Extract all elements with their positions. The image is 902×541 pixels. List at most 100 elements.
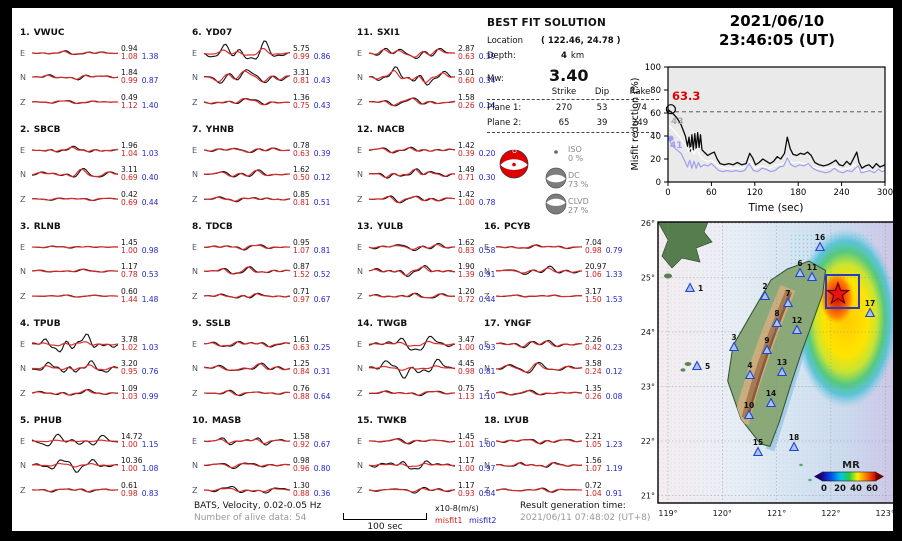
amplitude-value: 5.75 (293, 43, 310, 53)
component-label: Z (192, 194, 198, 204)
waveform-row: Z 0.49 1.12 1.40 (20, 90, 186, 114)
misfit-numbers: 1.35 0.26 0.08 (585, 384, 622, 402)
waveform-trace (495, 244, 583, 250)
amplitude-value: 10.36 (121, 455, 143, 465)
misfit2-value: 1.00 (478, 440, 496, 449)
waveform-trace (31, 245, 119, 249)
svg-text:0: 0 (665, 188, 670, 198)
misfit2-value: 0.12 (313, 173, 331, 182)
waveform-row: N 1.90 1.39 0.91 (357, 259, 523, 283)
amplitude-value: 1.62 (458, 237, 475, 247)
component-label: N (20, 460, 26, 470)
misfit-numbers: 3.31 0.81 0.43 (293, 67, 330, 86)
svg-text:MR: MR (842, 460, 860, 471)
best-solution-marker (665, 104, 676, 115)
waveform-row: N 1.25 0.84 0.31 (192, 356, 358, 380)
waveform-trace (203, 292, 291, 299)
component-label: N (357, 460, 363, 470)
waveform-row: N 3.20 0.95 0.76 (20, 356, 186, 380)
misfit-numbers: 1.42 1.00 0.78 (458, 190, 495, 208)
amplitude-value: 2.26 (585, 334, 602, 344)
misfit-numbers: 14.72 1.00 1.15 (121, 432, 158, 450)
component-label: E (192, 242, 198, 252)
misfit-numbers: 0.98 0.96 0.80 (293, 456, 331, 474)
station-title: 7. YHNB (192, 125, 235, 135)
amplitude-value: 0.95 (293, 237, 310, 247)
mw-label: Mw: (487, 74, 504, 84)
misfit1-value: 1.00 (121, 464, 138, 473)
misfit-numbers: 20.97 1.06 1.33 (585, 262, 622, 280)
component-label: Z (20, 388, 26, 398)
waveform-row: E 14.72 1.00 1.15 (20, 429, 186, 453)
misfit1-value: 0.63 (293, 343, 310, 352)
component-label: Z (20, 194, 26, 204)
misfit-numbers: 1.36 0.75 0.43 (293, 93, 330, 111)
waveform-row: E 2.26 0.42 0.23 (484, 332, 650, 356)
amplitude-value: 3.31 (293, 67, 310, 77)
plane1-row: Plane 1: 270 53 -74 (487, 103, 659, 113)
waveform-row: Z 0.75 1.13 1.10 (357, 381, 523, 405)
station-block: 8. TDCB E 0.95 1.07 0.81 N 0.87 1.52 0.52 Z 0.71 0.9… (192, 222, 358, 315)
waveform-trace (203, 437, 291, 446)
waveform-row: Z 0.60 1.44 1.48 (20, 284, 186, 308)
waveform-trace (368, 66, 456, 86)
station-block: 1. VWUC E 0.94 1.08 1.38 N 1.84 0.99 0.87 Z 0.49 1.1… (20, 28, 186, 121)
misfit2-legend: misfit2 (469, 516, 497, 525)
amplitude-value: 3.11 (121, 164, 138, 174)
misfit1-value: 0.99 (121, 76, 138, 85)
time-scalebar (343, 512, 427, 520)
station-title: 11. SXI1 (357, 28, 400, 38)
svg-text:240: 240 (833, 188, 849, 198)
misfit-numbers: 0.76 0.88 0.64 (293, 384, 330, 402)
component-label: E (357, 242, 363, 252)
misfit-numbers: 3.11 0.69 0.40 (121, 164, 158, 183)
plane1-rake: -74 (633, 103, 647, 113)
svg-text:120°: 120° (713, 509, 732, 518)
waveform-row: Z 1.17 0.93 0.84 (357, 478, 523, 502)
station-number-label: 10 (744, 401, 754, 410)
amplitude-value: 5.01 (458, 67, 475, 77)
misfit-numbers: 3.58 0.24 0.12 (585, 359, 622, 377)
station-triangle-icon (744, 369, 756, 380)
waveform-trace (203, 266, 291, 275)
station-triangle-icon (782, 297, 794, 308)
waveform-trace (368, 195, 456, 204)
generation-time-label: Result generation time: (520, 501, 626, 511)
misfit-numbers: 1.17 0.93 0.84 (458, 481, 495, 499)
alive-data-count: Number of alive data: 54 (194, 513, 307, 523)
amplitude-value: 0.72 (585, 480, 602, 490)
station-block: 7. YHNB E 0.78 0.63 0.39 N 1.62 0.50 0.12 Z 0.85 0.8… (192, 125, 358, 218)
svg-text:122°: 122° (821, 509, 840, 518)
amplitude-value: 1.58 (458, 92, 475, 102)
waveform-row: E 7.04 0.98 0.79 (484, 235, 650, 259)
waveform-trace (203, 97, 291, 106)
waveform-trace (495, 361, 583, 374)
component-label: E (484, 339, 490, 349)
amplitude-value: 0.85 (293, 189, 310, 199)
misfit1-value: 0.63 (293, 149, 310, 158)
location-label: Location (487, 36, 523, 46)
waveform-row: Z 0.61 0.98 0.83 (20, 478, 186, 502)
plane2-label: Plane 2: (487, 118, 522, 128)
misfit2-value: 0.99 (141, 392, 159, 401)
misfit2-value: 0.80 (313, 464, 331, 473)
misfit-numbers: 1.96 1.04 1.03 (121, 141, 158, 159)
misfit1-value: 0.97 (293, 295, 310, 304)
misfit1-value: 0.88 (293, 489, 310, 498)
svg-text:25°: 25° (641, 274, 655, 283)
station-block: 14. TWGB E 3.47 1.00 0.93 N 4.45 0.98 0.81 Z 0.75 1.… (357, 319, 523, 412)
component-label: N (192, 72, 198, 82)
waveform-trace (368, 438, 456, 445)
component-label: Z (357, 194, 363, 204)
misfit-numbers: 1.84 0.99 0.87 (121, 68, 158, 86)
waveform-row: Z 0.42 0.69 0.44 (20, 187, 186, 211)
plane2-strike: 65 (558, 118, 570, 128)
misfit2-value: 0.83 (141, 489, 159, 498)
waveform-trace (31, 388, 119, 396)
plane1-strike: 270 (555, 103, 573, 113)
component-label: N (357, 169, 363, 179)
component-label: E (484, 242, 490, 252)
sdr-header: Strike Dip Rake (487, 87, 659, 97)
misfit-numbers: 1.61 0.63 0.25 (293, 335, 330, 353)
misfit2-value: 0.79 (605, 246, 623, 255)
